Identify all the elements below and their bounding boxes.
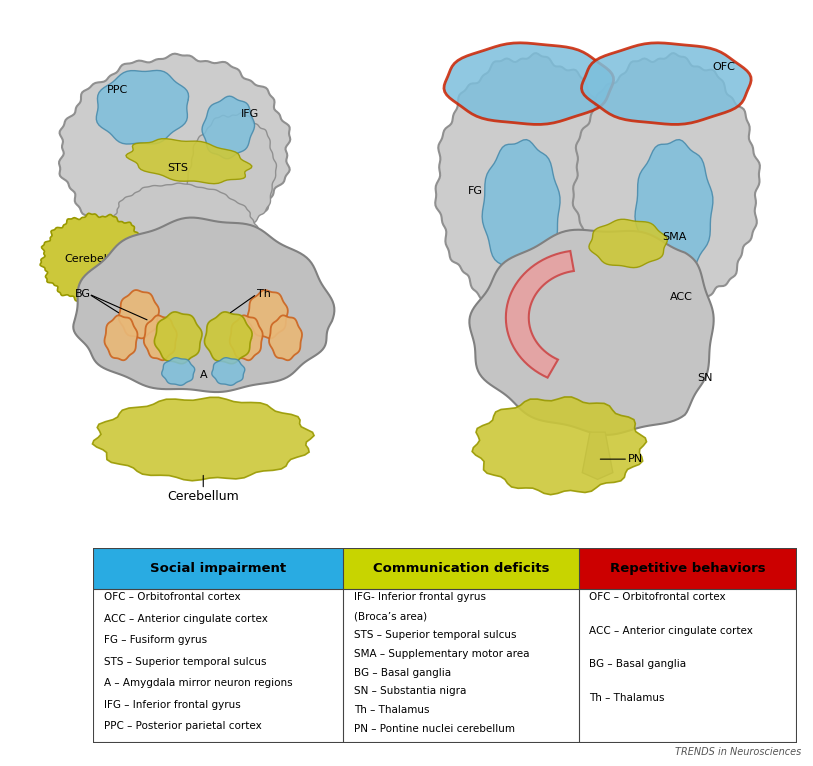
Text: ACC: ACC	[670, 293, 693, 303]
Polygon shape	[93, 398, 314, 481]
Text: STS – Superior temporal sulcus: STS – Superior temporal sulcus	[354, 630, 516, 640]
Polygon shape	[113, 183, 258, 267]
Polygon shape	[104, 316, 137, 360]
Polygon shape	[73, 218, 334, 392]
Text: ACC – Anterior cingulate cortex: ACC – Anterior cingulate cortex	[589, 626, 753, 636]
Text: BG – Basal ganglia: BG – Basal ganglia	[589, 660, 686, 669]
Bar	[93, 548, 343, 589]
Polygon shape	[469, 230, 714, 435]
Polygon shape	[573, 53, 760, 316]
Text: BG: BG	[75, 289, 90, 299]
Text: A: A	[199, 370, 207, 380]
Polygon shape	[247, 290, 288, 339]
Text: PPC – Posterior parietal cortex: PPC – Posterior parietal cortex	[104, 722, 262, 732]
Polygon shape	[162, 358, 194, 385]
Text: Communication deficits: Communication deficits	[372, 561, 550, 574]
Polygon shape	[96, 70, 189, 144]
Text: STS – Superior temporal sulcus: STS – Superior temporal sulcus	[104, 657, 267, 667]
Text: IFG – Inferior frontal gyrus: IFG – Inferior frontal gyrus	[104, 700, 241, 710]
Polygon shape	[582, 432, 613, 480]
Polygon shape	[59, 54, 290, 248]
Text: A – Amygdala mirror neuron regions: A – Amygdala mirror neuron regions	[104, 679, 293, 689]
Text: OFC – Orbitofrontal cortex: OFC – Orbitofrontal cortex	[589, 592, 726, 602]
Polygon shape	[119, 290, 159, 339]
Polygon shape	[435, 53, 622, 316]
Text: SN – Substantia nigra: SN – Substantia nigra	[354, 686, 466, 696]
Polygon shape	[211, 358, 245, 385]
Polygon shape	[40, 213, 152, 305]
Polygon shape	[581, 43, 751, 124]
Polygon shape	[202, 97, 254, 159]
Text: SMA: SMA	[662, 231, 686, 242]
Text: PN – Pontine nuclei cerebellum: PN – Pontine nuclei cerebellum	[354, 724, 515, 734]
Text: STS: STS	[167, 163, 189, 173]
Polygon shape	[126, 139, 252, 184]
Text: TRENDS in Neurosciences: TRENDS in Neurosciences	[675, 747, 801, 757]
Text: FG – Fusiform gyrus: FG – Fusiform gyrus	[104, 635, 207, 645]
Text: Th – Thalamus: Th – Thalamus	[589, 692, 665, 702]
Text: FG: FG	[467, 186, 483, 197]
Text: PN: PN	[628, 454, 643, 464]
Bar	[579, 548, 797, 589]
Polygon shape	[506, 251, 574, 378]
Text: PPC: PPC	[107, 85, 128, 96]
Polygon shape	[154, 312, 202, 364]
Text: Repetitive behaviors: Repetitive behaviors	[610, 561, 766, 574]
Polygon shape	[187, 113, 276, 237]
Text: (Broca’s area): (Broca’s area)	[354, 611, 427, 621]
Text: Cerebellum: Cerebellum	[64, 254, 128, 264]
Polygon shape	[269, 316, 302, 360]
Text: IFG- Inferior frontal gyrus: IFG- Inferior frontal gyrus	[354, 592, 485, 602]
Polygon shape	[482, 139, 560, 277]
Polygon shape	[144, 316, 176, 360]
Text: Th: Th	[257, 289, 271, 299]
Polygon shape	[635, 139, 713, 277]
Text: Th – Thalamus: Th – Thalamus	[354, 705, 429, 715]
Text: OFC: OFC	[712, 62, 735, 72]
Text: IFG: IFG	[241, 109, 259, 119]
Text: OFC – Orbitofrontal cortex: OFC – Orbitofrontal cortex	[104, 592, 241, 602]
Bar	[343, 548, 579, 589]
Text: SMA – Supplementary motor area: SMA – Supplementary motor area	[354, 649, 529, 659]
Polygon shape	[589, 219, 667, 267]
Text: Cerebellum: Cerebellum	[167, 489, 239, 502]
Polygon shape	[472, 397, 646, 495]
Polygon shape	[444, 43, 614, 124]
Polygon shape	[204, 312, 252, 364]
Text: BG – Basal ganglia: BG – Basal ganglia	[354, 668, 451, 678]
Text: ACC – Anterior cingulate cortex: ACC – Anterior cingulate cortex	[104, 614, 268, 624]
Text: SN: SN	[697, 373, 712, 383]
Polygon shape	[229, 316, 263, 360]
Text: Social impairment: Social impairment	[150, 561, 286, 574]
